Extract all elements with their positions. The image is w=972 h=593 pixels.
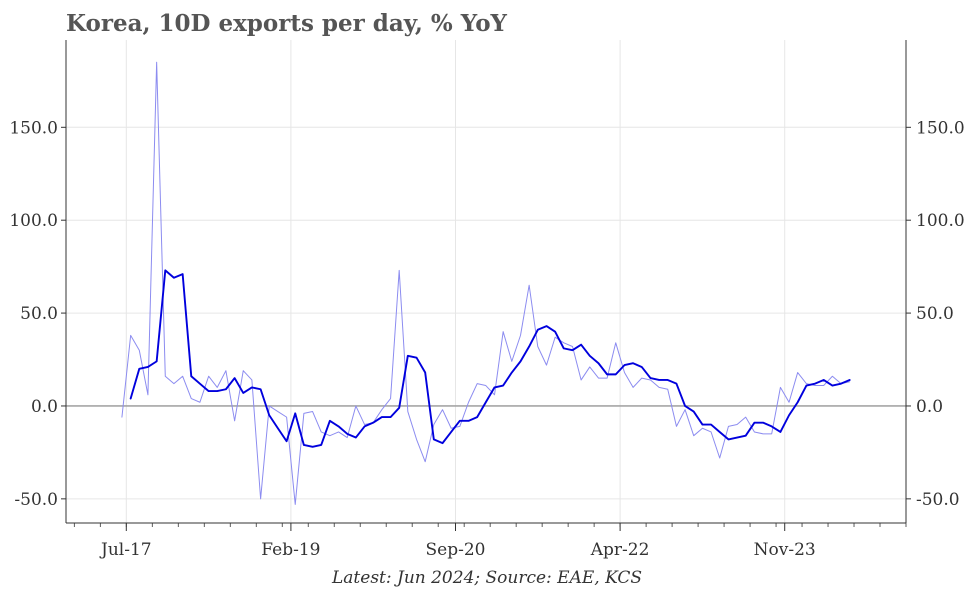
grid-layer <box>66 40 906 523</box>
y-tick-label-right: 100.0 <box>916 211 965 231</box>
x-tick-label: Sep-20 <box>426 540 486 560</box>
axes-layer: -50.0 -50.0 0.0 0.0 50.0 50.0 100.0 100.0 150.0 1… <box>9 40 965 560</box>
y-tick-label-left: 100.0 <box>9 211 58 231</box>
y-tick-label-left: 50.0 <box>20 304 58 324</box>
y-tick-label-right: 0.0 <box>916 397 943 417</box>
y-tick-label-right: -50.0 <box>916 490 960 510</box>
chart-caption: Latest: Jun 2024; Source: EAE, KCS <box>331 568 642 588</box>
y-tick-label-left: -50.0 <box>14 490 58 510</box>
y-tick-label-left: 150.0 <box>9 118 58 138</box>
series-layer <box>121 61 851 505</box>
y-tick-label-right: 150.0 <box>916 118 965 138</box>
x-tick-label: Jul-17 <box>99 540 152 560</box>
x-tick-label: Nov-23 <box>754 540 816 560</box>
chart-title: Korea, 10D exports per day, % YoY <box>66 10 508 37</box>
y-tick-label-left: 0.0 <box>31 397 58 417</box>
x-tick-label: Feb-19 <box>261 540 320 560</box>
series-line-raw <box>121 61 851 505</box>
x-tick-label: Apr-22 <box>590 540 650 560</box>
y-tick-label-right: 50.0 <box>916 304 954 324</box>
series-line-smoothed <box>129 269 851 448</box>
